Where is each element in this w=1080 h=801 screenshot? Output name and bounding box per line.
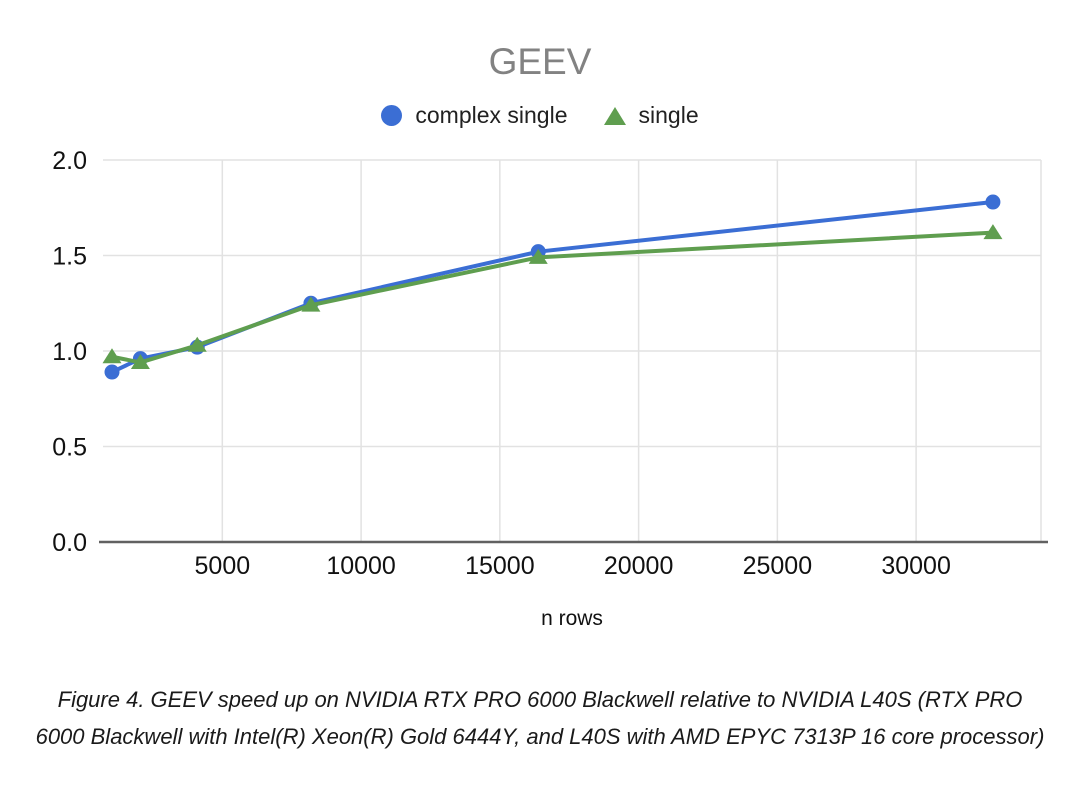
x-tick-label: 5000 — [195, 552, 251, 580]
triangle-marker-icon — [603, 106, 626, 125]
data-point-single — [983, 224, 1003, 240]
x-axis-title: n rows — [541, 607, 603, 630]
data-point-complex-single — [104, 364, 120, 380]
data-point-single — [187, 336, 207, 352]
legend-item-complex-single: complex single — [381, 102, 568, 129]
chart-legend: complex single single — [0, 102, 1080, 129]
legend-label-complex-single: complex single — [415, 102, 568, 128]
y-tick-label: 1.5 — [52, 243, 87, 271]
data-point-complex-single — [985, 194, 1001, 210]
series-line-complex-single — [109, 200, 995, 375]
data-point-single — [102, 348, 122, 364]
x-tick-label: 20000 — [604, 552, 674, 580]
x-tick-label: 25000 — [743, 552, 813, 580]
legend-label-single: single — [638, 102, 699, 128]
circle-marker-icon — [381, 105, 403, 126]
figure-caption: Figure 4. GEEV speed up on NVIDIA RTX PR… — [35, 687, 1045, 749]
chart-title: GEEV — [488, 41, 592, 82]
y-tick-label: 1.0 — [52, 338, 87, 366]
data-point-single — [528, 248, 548, 264]
x-tick-label: 15000 — [465, 552, 535, 580]
data-point-single — [130, 353, 150, 369]
y-tick-label: 0.0 — [52, 529, 87, 557]
plot-area: 0.0 0.5 1.0 1.5 2.0 5000 10000 15000 20000 25000 3… — [52, 147, 1048, 580]
x-tick-label: 30000 — [881, 552, 951, 580]
legend-item-single: single — [603, 102, 699, 129]
data-point-single — [301, 296, 321, 312]
y-tick-label: 2.0 — [52, 147, 87, 175]
x-tick-label: 10000 — [326, 552, 396, 580]
y-tick-label: 0.5 — [52, 434, 87, 462]
